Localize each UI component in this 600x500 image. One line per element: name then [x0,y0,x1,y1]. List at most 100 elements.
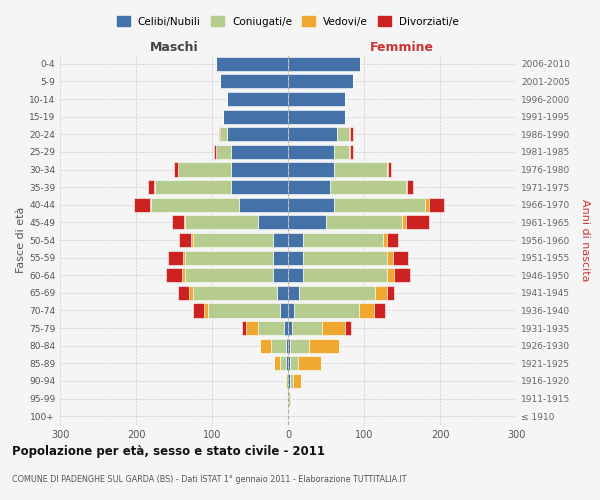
Bar [388,162,391,176]
Bar [303,268,387,282]
Bar [193,286,277,300]
Bar [387,250,393,264]
Bar [288,145,334,159]
Bar [308,338,339,353]
Bar [182,268,185,282]
Bar [290,392,291,406]
Bar [193,304,205,318]
Bar [239,198,288,212]
Bar [288,57,360,71]
Bar [394,268,410,282]
Bar [334,162,387,176]
Bar [293,374,301,388]
Bar [274,356,280,370]
Bar [288,304,294,318]
Text: COMUNE DI PADENGHE SUL GARDA (BS) - Dati ISTAT 1° gennaio 2011 - Elaborazione TU: COMUNE DI PADENGHE SUL GARDA (BS) - Dati… [12,475,407,484]
Bar [178,286,189,300]
Bar [286,338,288,353]
Bar [288,162,334,176]
Bar [179,233,191,247]
Bar [242,321,246,335]
Legend: Celibi/Nubili, Coniugati/e, Vedovi/e, Divorziati/e: Celibi/Nubili, Coniugati/e, Vedovi/e, Di… [113,12,463,30]
Bar [166,268,182,282]
Bar [288,198,334,212]
Bar [148,180,154,194]
Bar [334,198,425,212]
Bar [155,180,231,194]
Bar [172,216,184,230]
Bar [260,338,271,353]
Bar [393,250,408,264]
Bar [288,250,303,264]
Bar [273,233,288,247]
Bar [185,216,257,230]
Bar [292,321,322,335]
Bar [406,180,407,194]
Bar [402,216,406,230]
Bar [290,338,308,353]
Bar [154,180,155,194]
Bar [178,162,231,176]
Bar [219,127,220,142]
Bar [285,374,286,388]
Bar [168,250,183,264]
Bar [189,286,193,300]
Bar [257,321,284,335]
Bar [231,162,288,176]
Bar [288,233,303,247]
Bar [257,216,288,230]
Bar [277,286,288,300]
Bar [214,145,216,159]
Bar [345,321,351,335]
Bar [149,198,151,212]
Y-axis label: Anni di nascita: Anni di nascita [580,198,590,281]
Bar [322,321,345,335]
Bar [191,233,193,247]
Bar [330,180,406,194]
Bar [288,356,290,370]
Bar [280,356,286,370]
Bar [227,127,288,142]
Bar [220,74,288,88]
Bar [216,145,231,159]
Bar [273,250,288,264]
Bar [298,356,320,370]
Bar [350,145,353,159]
Bar [288,286,299,300]
Bar [286,374,288,388]
Bar [294,304,359,318]
Bar [407,180,413,194]
Bar [284,321,288,335]
Text: Popolazione per età, sesso e stato civile - 2011: Popolazione per età, sesso e stato civil… [12,445,325,458]
Bar [288,392,290,406]
Bar [299,286,376,300]
Bar [220,127,227,142]
Bar [337,127,349,142]
Bar [151,198,239,212]
Bar [288,321,292,335]
Bar [425,198,428,212]
Bar [231,180,288,194]
Bar [387,286,394,300]
Bar [185,268,273,282]
Bar [288,268,303,282]
Bar [231,145,288,159]
Bar [334,145,349,159]
Bar [185,250,273,264]
Bar [288,74,353,88]
Bar [184,216,185,230]
Bar [246,321,257,335]
Bar [280,304,288,318]
Bar [350,127,353,142]
Bar [134,198,149,212]
Text: Maschi: Maschi [149,41,199,54]
Bar [376,286,387,300]
Bar [193,233,273,247]
Bar [288,338,290,353]
Bar [288,92,345,106]
Bar [326,216,402,230]
Bar [271,338,286,353]
Text: Femmine: Femmine [370,41,434,54]
Bar [288,127,337,142]
Bar [183,250,185,264]
